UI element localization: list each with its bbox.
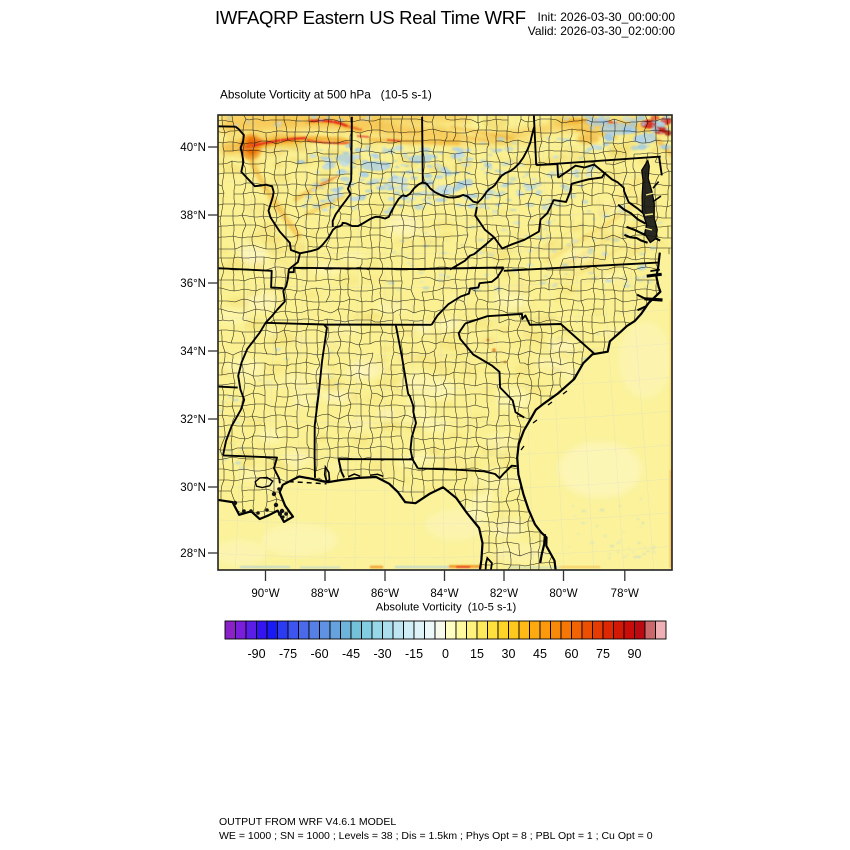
svg-text:90: 90 — [628, 647, 642, 661]
svg-text:0: 0 — [442, 647, 449, 661]
svg-text:75: 75 — [596, 647, 610, 661]
svg-text:Absolute Vorticity (10-5 s-1): Absolute Vorticity (10-5 s-1) — [376, 602, 517, 614]
svg-text:-60: -60 — [310, 647, 328, 661]
svg-text:-30: -30 — [373, 647, 391, 661]
svg-text:30: 30 — [502, 647, 516, 661]
svg-text:-75: -75 — [279, 647, 297, 661]
svg-text:60: 60 — [565, 647, 579, 661]
svg-text:WE = 1000 ; SN = 1000 ; Levels: WE = 1000 ; SN = 1000 ; Levels = 38 ; Di… — [219, 830, 653, 842]
svg-text:OUTPUT FROM WRF V4.6.1 MODEL: OUTPUT FROM WRF V4.6.1 MODEL — [219, 816, 396, 828]
svg-text:28°N: 28°N — [180, 548, 206, 560]
svg-text:90°W: 90°W — [251, 588, 279, 600]
svg-text:IWFAQRP Eastern US Real Time W: IWFAQRP Eastern US Real Time WRF — [215, 7, 526, 28]
svg-text:Valid: 2026-03-30_02:00:00: Valid: 2026-03-30_02:00:00 — [528, 24, 676, 38]
svg-text:15: 15 — [470, 647, 484, 661]
svg-text:32°N: 32°N — [180, 414, 206, 426]
svg-text:-90: -90 — [247, 647, 265, 661]
svg-text:-15: -15 — [405, 647, 423, 661]
svg-text:30°N: 30°N — [180, 482, 206, 494]
svg-text:45: 45 — [533, 647, 547, 661]
svg-text:86°W: 86°W — [371, 588, 399, 600]
svg-text:78°W: 78°W — [611, 588, 639, 600]
svg-text:36°N: 36°N — [180, 278, 206, 290]
svg-text:88°W: 88°W — [311, 588, 339, 600]
svg-text:40°N: 40°N — [180, 142, 206, 154]
svg-text:80°W: 80°W — [549, 588, 577, 600]
svg-text:82°W: 82°W — [490, 588, 518, 600]
svg-text:Init: 2026-03-30_00:00:00: Init: 2026-03-30_00:00:00 — [538, 10, 676, 24]
svg-text:-45: -45 — [342, 647, 360, 661]
svg-text:Absolute Vorticity at 500 hPa: Absolute Vorticity at 500 hPa (10-5 s-1) — [220, 88, 432, 102]
svg-text:38°N: 38°N — [180, 210, 206, 222]
svg-text:34°N: 34°N — [180, 346, 206, 358]
svg-text:84°W: 84°W — [430, 588, 458, 600]
